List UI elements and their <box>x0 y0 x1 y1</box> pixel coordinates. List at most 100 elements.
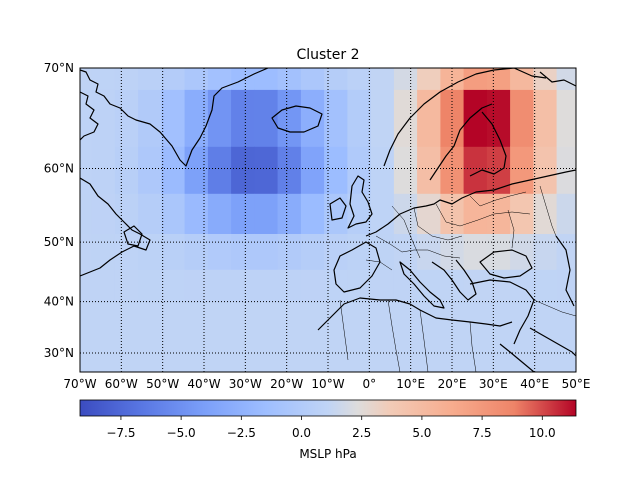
mslp-cell <box>556 146 576 194</box>
mslp-cell <box>370 301 395 332</box>
mslp-cell <box>440 331 465 360</box>
mslp-cell <box>347 0 371 17</box>
mslp-cell <box>370 331 395 360</box>
mslp-cell <box>207 68 232 90</box>
mslp-cell <box>347 301 372 332</box>
mslp-cell <box>486 146 511 194</box>
country-borders <box>339 185 576 372</box>
mslp-cell <box>231 358 255 372</box>
mslp-cell <box>347 146 372 194</box>
mslp-cell <box>440 269 465 302</box>
mslp-cell <box>184 233 209 270</box>
mslp-cell <box>371 0 395 17</box>
mslp-cell <box>510 193 534 234</box>
mslp-cell <box>300 233 325 270</box>
mslp-cell <box>300 301 325 332</box>
mslp-cell <box>463 89 488 147</box>
mslp-cell <box>80 193 93 234</box>
mslp-cell <box>347 68 372 90</box>
mslp-cell <box>161 358 186 372</box>
colorbar: −7.5 −5.0 −2.5 0.0 2.5 5.0 7.5 10.0 MSLP hPa <box>79 399 577 461</box>
lon-tick-label: 10°W <box>311 377 344 391</box>
mslp-cell <box>161 269 186 302</box>
mslp-cell <box>510 301 534 332</box>
colorbar-tick-label: 2.5 <box>352 426 371 440</box>
mslp-cell <box>254 68 279 90</box>
mslp-cell <box>161 301 186 332</box>
mslp-cell <box>533 269 558 302</box>
coastline-greenland <box>80 68 269 167</box>
mslp-cell <box>184 68 209 90</box>
mslp-cell <box>533 89 558 147</box>
colorbar-tick-label: −5.0 <box>167 426 196 440</box>
mslp-cell <box>556 193 576 234</box>
mslp-cell <box>486 331 511 360</box>
mslp-cell <box>231 331 255 360</box>
latitude-labels: 70°N 60°N 50°N 40°N 30°N <box>44 61 74 360</box>
mslp-cell <box>580 269 604 302</box>
mslp-cell <box>138 89 162 147</box>
mslp-cell <box>91 269 116 302</box>
mslp-cell <box>207 193 232 234</box>
mslp-cell <box>486 301 511 332</box>
mslp-cell <box>138 301 162 332</box>
mslp-cell <box>556 89 576 147</box>
mslp-cell <box>278 0 302 17</box>
mslp-cell <box>91 89 116 147</box>
coastline-iceland <box>271 105 323 133</box>
mslp-cell <box>114 331 139 360</box>
mslp-cell <box>393 301 418 332</box>
mslp-cell <box>91 358 116 372</box>
mslp-cell <box>184 331 209 360</box>
mslp-cell <box>92 0 116 17</box>
mslp-cell <box>68 0 92 17</box>
mslp-cell <box>254 0 278 17</box>
mslp-cell <box>277 233 302 270</box>
mslp-cell <box>138 68 162 90</box>
mslp-cell <box>254 301 279 332</box>
mslp-cell <box>440 301 465 332</box>
mslp-cell <box>138 0 162 17</box>
mslp-cell <box>393 233 418 270</box>
lon-tick-label: 0° <box>363 377 377 391</box>
mslp-cell <box>324 233 348 270</box>
coastline-north-africa <box>317 297 513 331</box>
mslp-cell <box>80 89 93 147</box>
mslp-cell <box>231 233 255 270</box>
mslp-cell <box>533 331 558 360</box>
mslp-cell <box>393 269 418 302</box>
mslp-cell <box>277 358 302 372</box>
mslp-cell <box>207 301 232 332</box>
mslp-cell <box>254 193 279 234</box>
mslp-cell <box>533 68 558 90</box>
coastlines <box>80 68 576 372</box>
mslp-cell <box>184 269 209 302</box>
mslp-cell <box>254 269 279 302</box>
mslp-cell <box>114 301 139 332</box>
mslp-cell <box>80 331 93 360</box>
mslp-cell <box>277 331 302 360</box>
mslp-cell <box>138 358 162 372</box>
mslp-cell <box>138 233 162 270</box>
mslp-cell <box>347 331 372 360</box>
mslp-cell <box>301 0 325 17</box>
coastline-iberia <box>333 241 381 293</box>
mslp-cell <box>324 331 348 360</box>
mslp-cell <box>463 193 488 234</box>
mslp-cell <box>556 331 576 360</box>
mslp-cell <box>114 89 139 147</box>
mslp-cell <box>161 89 186 147</box>
mslp-cell <box>394 0 418 17</box>
mslp-cell <box>254 331 279 360</box>
mslp-cell <box>300 68 325 90</box>
mslp-cell <box>580 331 604 359</box>
mslp-cell <box>393 89 418 147</box>
mslp-cell <box>510 269 534 302</box>
mslp-field <box>68 0 604 372</box>
lat-tick-label: 60°N <box>44 162 74 176</box>
mslp-cell <box>463 68 488 90</box>
mslp-cell <box>393 193 418 234</box>
colorbar-tick-label: 5.0 <box>412 426 431 440</box>
mslp-cell <box>370 146 395 194</box>
